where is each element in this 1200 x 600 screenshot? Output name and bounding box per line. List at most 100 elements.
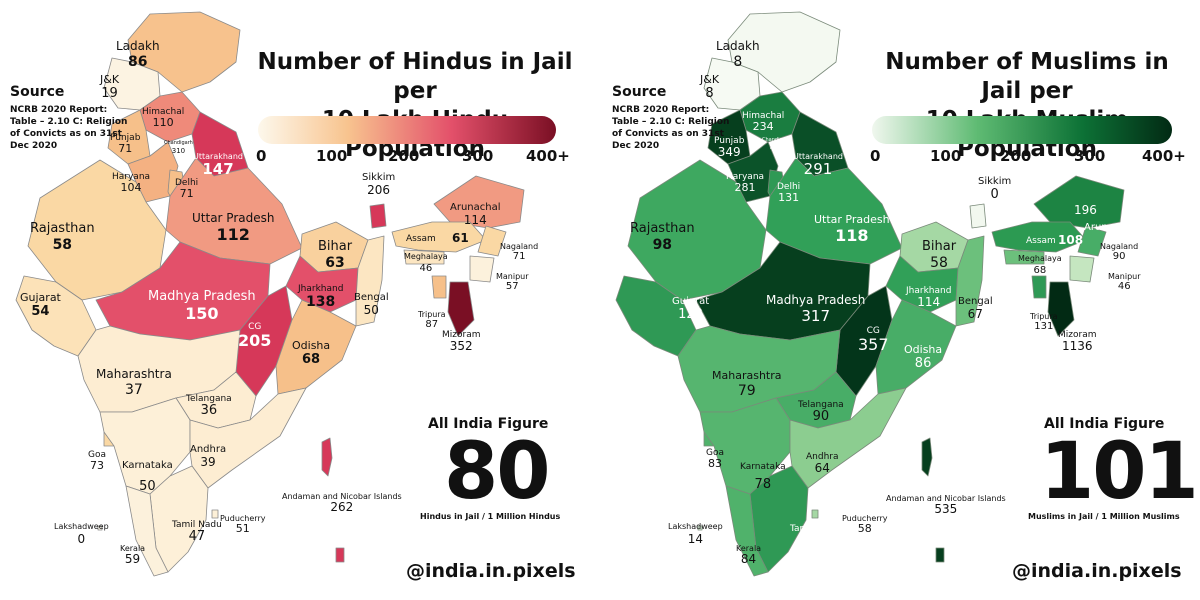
muslim-label-punjab: Punjab 349 — [714, 136, 745, 160]
region-nagaland — [1077, 225, 1107, 257]
hindu-map-panel: Source NCRB 2020 Report: Table – 2.10 C:… — [10, 11, 576, 582]
region-assam — [391, 221, 487, 253]
hindu-label-gujarat: Gujarat 54 — [20, 291, 61, 319]
muslim-label-chandigarh: Chandigarh 408 — [762, 137, 791, 152]
muslim-label-ladakh: Ladakh 8 — [716, 39, 760, 70]
region-bengal — [955, 235, 985, 327]
muslim-label-sikkim: Sikkim 0 — [978, 176, 1012, 202]
muslim-legend-tick-0: 0 — [870, 147, 881, 165]
muslim-legend-tick-200: 200 — [1000, 147, 1032, 165]
hindu-label-nagaland: Nagaland 71 — [500, 242, 539, 263]
hindu-label-kerala: Kerala 59 — [120, 544, 146, 567]
muslim-legend-tick-100: 100 — [930, 147, 962, 165]
muslim-label-telangana: Telangana 90 — [798, 400, 844, 425]
region-bengal — [355, 235, 385, 327]
hindu-label-jk: J&K 19 — [100, 73, 120, 101]
region-mizoram — [1047, 281, 1075, 337]
hindu-label-delhi: Delhi 71 — [175, 178, 199, 201]
region-tripura — [1031, 275, 1047, 299]
muslim-legend-tick-400: 400+ — [1142, 147, 1186, 165]
hindu-label-goa: Goa 73 — [88, 450, 106, 473]
hindu-all-india-label: All India Figure — [428, 416, 549, 432]
muslim-all-india-value: 101 — [1040, 427, 1199, 517]
hindu-title-line1: Number of Hindus in Jail per — [257, 49, 573, 104]
hindu-label-odisha: Odisha 68 — [292, 339, 331, 367]
muslim-label-gujarat: Gujarat 122 — [672, 296, 710, 322]
hindu-value-jharkhand: 138 — [306, 294, 336, 310]
hindu-label-andhra: Andhra 39 — [190, 444, 227, 469]
muslim-label-goa: Goa 83 — [706, 448, 724, 471]
muslim-value-assam: 108 — [1058, 233, 1084, 247]
muslim-label-bengal: Bengal 67 — [958, 296, 993, 321]
hindu-india-map — [15, 11, 525, 577]
muslim-label-karnataka: Karnataka 78 — [740, 462, 786, 493]
region-jharkhand — [885, 255, 959, 313]
muslim-label-himachal: Himachal 234 — [742, 111, 785, 134]
region-manipur — [1069, 255, 1095, 283]
muslim-label-assam: Assam — [1026, 236, 1056, 246]
hindu-label-haryana: Haryana 104 — [112, 172, 151, 195]
hindu-label-bihar: Bihar 63 — [318, 239, 353, 271]
hindu-label-up: Uttar Pradesh 112 — [192, 211, 275, 244]
region-sikkim — [369, 203, 387, 229]
region-manipur — [469, 255, 495, 283]
muslim-label-andhra: Andhra 64 — [806, 452, 839, 476]
muslim-label-manipur: Manipur 46 — [1108, 272, 1141, 293]
muslim-label-tripura: Tripura 131 — [1030, 312, 1058, 333]
hindu-label-uttarakhand: Uttarakhand 147 — [193, 152, 243, 179]
source-text: NCRB 2020 Report: Table – 2.10 C: Religi… — [612, 105, 730, 151]
region-arunachal — [1033, 175, 1125, 229]
muslim-label-bihar: Bihar 58 — [922, 239, 957, 271]
muslim-label-maharashtra: Maharashtra 79 — [712, 369, 782, 399]
region-nagaland — [477, 225, 507, 257]
region-puducherry — [811, 509, 819, 519]
muslim-label-odisha: Odisha 86 — [904, 343, 943, 371]
hindu-label-lakshadweep: Lakshadweep 0 — [54, 522, 109, 547]
muslim-legend-colorbar — [872, 116, 1172, 144]
hindu-legend-tick-200: 200 — [388, 147, 420, 165]
hindu-label-tripura: Tripura 87 — [418, 310, 446, 331]
hindu-label-chandigarh: Chandigarh 310 — [164, 140, 193, 155]
muslim-label-jharkhand: Jharkhand 114 — [906, 286, 952, 310]
muslim-title-line1: Number of Muslims in Jail per — [885, 49, 1169, 104]
muslim-label-puducherry: Puducherry 58 — [842, 514, 888, 536]
muslim-label-haryana: Haryana 281 — [726, 172, 765, 195]
hindu-value-assam: 61 — [452, 231, 469, 245]
region-andhra — [789, 387, 907, 489]
muslim-label-uttarakhand: Uttarakhand 291 — [793, 152, 843, 179]
source-text: NCRB 2020 Report: Table – 2.10 C: Religi… — [10, 105, 128, 151]
region-puducherry — [211, 509, 219, 519]
hindu-label-maharashtra: Maharashtra 37 — [96, 367, 172, 398]
hindu-label-assam: Assam — [406, 234, 436, 244]
hindu-legend-tick-0: 0 — [256, 147, 267, 165]
muslim-label-delhi: Delhi 131 — [777, 182, 801, 205]
muslim-all-india-label: All India Figure — [1044, 416, 1165, 432]
muslim-all-india-caption: Muslims in Jail / 1 Million Muslims — [1028, 512, 1180, 521]
muslim-value-arunachal: 196 — [1074, 203, 1097, 217]
region-andaman — [921, 437, 945, 563]
hindu-label-punjab: Punjab 71 — [110, 133, 141, 156]
hindu-label-arunachal: Arunachal 114 — [450, 202, 501, 227]
hindu-label-bengal: Bengal 50 — [354, 292, 389, 317]
region-lakshadweep — [697, 525, 703, 531]
muslim-label-arunachal: Arunachal — [1084, 222, 1135, 233]
muslim-label-jk: J&K 8 — [700, 73, 720, 101]
hindu-legend-colorbar — [258, 116, 556, 144]
hindu-author-handle: @india.in.pixels — [406, 560, 576, 582]
muslim-label-nagaland: Nagaland 90 — [1100, 242, 1139, 263]
region-tripura — [431, 275, 447, 299]
hindu-label-jharkhand: Jharkhand — [298, 284, 344, 294]
region-meghalaya — [403, 249, 445, 265]
region-assam — [991, 221, 1087, 253]
hindu-label-ladakh: Ladakh 86 — [116, 39, 160, 70]
region-andhra — [189, 387, 307, 489]
hindu-label-meghalaya: Meghalaya 46 — [404, 252, 448, 275]
hindu-label-tamilnadu: Tamil Nadu 47 — [172, 520, 222, 545]
hindu-legend-tick-100: 100 — [316, 147, 348, 165]
muslim-author-handle: @india.in.pixels — [1012, 560, 1182, 582]
hindu-all-india-caption: Hindus in Jail / 1 Million Hindus — [420, 512, 561, 521]
muslim-label-kerala: Kerala 84 — [736, 544, 762, 567]
muslim-label-up: Uttar Pradesh 118 — [814, 213, 890, 245]
muslim-label-rajasthan: Rajasthan 98 — [630, 221, 695, 253]
hindu-label-cg: CG 205 — [238, 322, 272, 351]
